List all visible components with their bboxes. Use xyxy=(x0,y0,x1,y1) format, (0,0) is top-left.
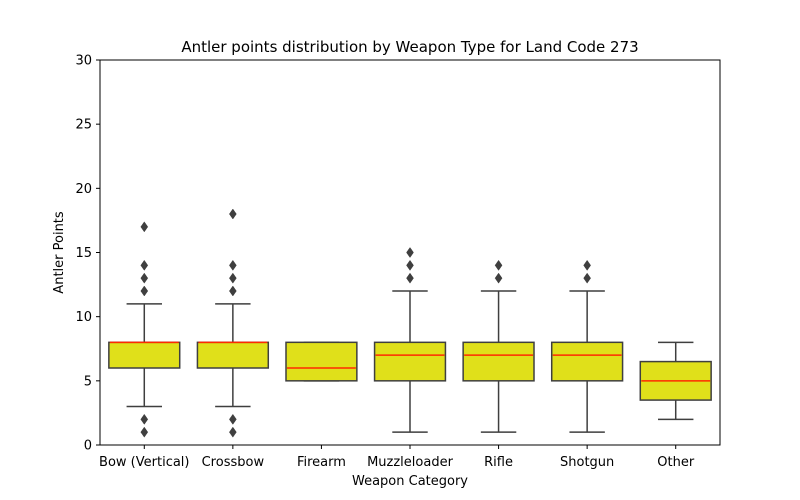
outlier-point xyxy=(406,247,414,258)
box-group xyxy=(462,259,535,433)
outlier-point xyxy=(494,259,503,271)
y-tick-label: 15 xyxy=(75,246,92,261)
y-tick-label: 25 xyxy=(75,118,92,133)
iqr-box xyxy=(285,341,358,382)
outlier-point xyxy=(583,259,591,271)
outlier-point xyxy=(229,285,237,297)
outlier-point xyxy=(140,426,149,438)
x-tick-label: Other xyxy=(657,455,695,470)
outlier-point xyxy=(140,272,149,284)
x-tick-label: Rifle xyxy=(484,455,513,470)
outlier-point xyxy=(229,208,237,220)
iqr-box xyxy=(550,341,624,382)
x-tick-label: Muzzleloader xyxy=(367,455,453,470)
box-group xyxy=(639,341,712,421)
iqr-box xyxy=(462,341,535,382)
y-tick-label: 30 xyxy=(75,54,92,69)
x-axis: Bow (Vertical) Crossbow Firearm Muzzleloade… xyxy=(99,445,695,470)
outlier-point xyxy=(583,272,591,284)
x-tick-label: Bow (Vertical) xyxy=(99,455,189,470)
plot-frame xyxy=(99,59,721,446)
chart-title: Antler points distribution by Weapon Typ… xyxy=(181,38,638,56)
outlier-point xyxy=(140,259,149,271)
outlier-point xyxy=(229,426,237,438)
y-tick-label: 20 xyxy=(75,182,92,197)
iqr-box xyxy=(108,341,181,369)
x-axis-label: Weapon Category xyxy=(352,474,468,489)
outlier-point xyxy=(406,272,414,284)
iqr-box xyxy=(196,341,270,369)
box-group xyxy=(285,341,358,382)
y-tick-label: 10 xyxy=(75,310,92,325)
outlier-point xyxy=(229,272,237,284)
iqr-box xyxy=(373,341,447,382)
outlier-point xyxy=(229,259,237,271)
plot-area xyxy=(108,208,712,438)
y-tick-label: 5 xyxy=(84,374,92,389)
x-tick-label: Firearm xyxy=(297,455,346,470)
box-group xyxy=(373,247,447,433)
y-axis-label: Antler Points xyxy=(52,211,67,294)
outlier-point xyxy=(406,259,414,271)
y-axis: 0 5 10 15 20 25 30 xyxy=(75,54,100,454)
box-group xyxy=(196,208,270,438)
outlier-point xyxy=(140,413,149,425)
y-tick-label: 0 xyxy=(84,439,92,454)
x-tick-label: Crossbow xyxy=(202,455,265,470)
box-group xyxy=(108,221,181,438)
outlier-point xyxy=(140,285,149,297)
outlier-point xyxy=(229,413,237,425)
outlier-point xyxy=(494,272,503,284)
outlier-point xyxy=(140,221,149,233)
x-tick-label: Shotgun xyxy=(560,455,614,470)
box-group xyxy=(550,259,624,433)
